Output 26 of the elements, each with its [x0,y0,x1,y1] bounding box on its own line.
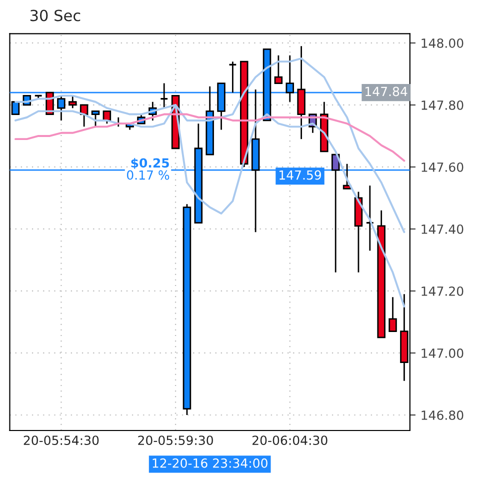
y-tick-label: 147.80 [422,100,464,110]
candlestick [160,82,168,109]
y-tick-label: 147.00 [422,348,464,358]
ref-line-label: 147.84 [366,86,408,96]
candlestick [57,94,66,122]
chart-title: 30 Sec [30,10,80,22]
text: 12-20-16 23:34:00 [152,458,268,468]
x-tick-label: 20-05:54:30 [24,436,99,446]
y-tick-label: 147.20 [422,286,464,296]
x-tick-label: 20-06:04:30 [252,436,328,446]
candlestick [342,163,352,190]
ref-line-label: 147.59 [280,170,322,180]
y-tick-label: 148.00 [422,38,464,48]
x-tick-label: 20-05:59:30 [138,436,213,446]
y-tick-label: 147.40 [422,224,464,234]
annotation: $0.25 [131,158,169,170]
candlestick [228,60,237,94]
candlestick [366,184,374,252]
candlestick [388,296,397,332]
candlestick [68,94,77,109]
candlestick [286,54,294,103]
y-tick-label: 147.60 [422,162,464,172]
y-tick-label: 146.80 [422,410,464,420]
annotation: 0.17 % [126,170,170,180]
candlestick [274,54,283,84]
candlestick [91,110,100,128]
